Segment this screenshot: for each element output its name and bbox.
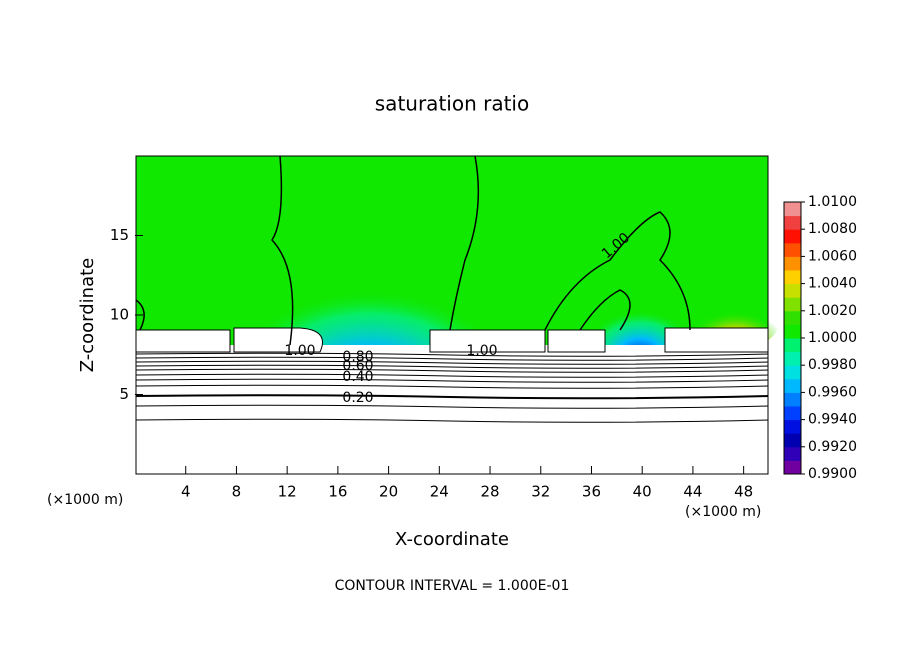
colorbar-tick-label: 1.0020 [808, 303, 857, 319]
colorbar-swatch [784, 378, 801, 393]
colorbar-swatch [784, 310, 801, 325]
colorbar-swatch [784, 202, 801, 217]
colorbar-tick-label: 0.9920 [808, 439, 857, 455]
colorbar-swatch [784, 242, 801, 257]
x-tick-label: 36 [582, 483, 601, 501]
x-tick-label: 12 [278, 483, 297, 501]
x-tick-label: 40 [633, 483, 652, 501]
colorbar-tick-label: 1.0100 [808, 194, 857, 210]
contour-label: 0.80 [342, 349, 373, 365]
contour-line [135, 368, 769, 373]
contour-line [135, 394, 769, 400]
contour-line [135, 404, 769, 409]
colorbar-tick-label: 0.9900 [808, 466, 857, 482]
x-tick-label: 20 [379, 483, 398, 501]
colorbar-tick-label: 1.0080 [808, 221, 857, 237]
x-tick-label: 4 [181, 483, 191, 501]
chart-title: saturation ratio [375, 92, 529, 116]
colorbar-tick-label: 0.9960 [808, 384, 857, 400]
contour-line [135, 356, 769, 361]
x-tick-label: 8 [232, 483, 242, 501]
colorbar-swatch [784, 406, 801, 421]
y-tick-label: 10 [110, 306, 129, 324]
colorbar-swatch [784, 351, 801, 366]
y-axis-label: Z-coordinate [77, 258, 98, 373]
contour-line [135, 384, 769, 389]
colorbar-tick-label: 0.9980 [808, 357, 857, 373]
field [135, 155, 780, 475]
colorbar-swatch [784, 446, 801, 461]
colorbar-swatch [784, 297, 801, 312]
x-tick-label: 16 [328, 483, 347, 501]
x-tick-label: 28 [480, 483, 499, 501]
colorbar-swatch [784, 433, 801, 448]
x-tick-label: 32 [531, 483, 550, 501]
contour-label: 1.00 [284, 343, 315, 359]
colorbar-swatch [784, 270, 801, 285]
contour-line [135, 352, 769, 357]
colorbar-swatch [784, 215, 801, 230]
y-unit: (×1000 m) [47, 492, 123, 508]
contour-line [135, 364, 769, 369]
x-tick-label: 44 [683, 483, 702, 501]
colorbar-swatch [784, 256, 801, 271]
y-tick-label: 5 [119, 385, 129, 403]
colorbar-swatch [784, 460, 801, 475]
colorbar-tick-label: 1.0000 [808, 330, 857, 346]
x-tick-label: 48 [734, 483, 753, 501]
x-unit: (×1000 m) [685, 504, 761, 520]
colorbar-tick-label: 1.0060 [808, 248, 857, 264]
colorbar-swatch [784, 283, 801, 298]
colorbar-tick-label: 1.0040 [808, 276, 857, 292]
colorbar-swatch [784, 229, 801, 244]
colorbar-swatch [784, 324, 801, 339]
contour-line [135, 373, 769, 378]
contour-label: 0.40 [342, 369, 373, 385]
contour-line [135, 418, 769, 423]
x-tick-label: 24 [430, 483, 449, 501]
y-tick-label: 15 [110, 226, 129, 244]
colorbar-swatch [784, 419, 801, 434]
contour-line [135, 360, 769, 365]
contour-label: 1.00 [466, 343, 497, 359]
colorbar-swatch [784, 392, 801, 407]
contour-interval: CONTOUR INTERVAL = 1.000E-01 [335, 578, 570, 594]
colorbar-swatch [784, 365, 801, 380]
colorbar-swatch [784, 338, 801, 353]
contour-label: 0.20 [342, 390, 373, 406]
contour-label: 0.60 [342, 358, 373, 374]
colorbar-tick-label: 0.9940 [808, 412, 857, 428]
contour-line [135, 378, 769, 383]
x-axis-label: X-coordinate [395, 529, 509, 550]
